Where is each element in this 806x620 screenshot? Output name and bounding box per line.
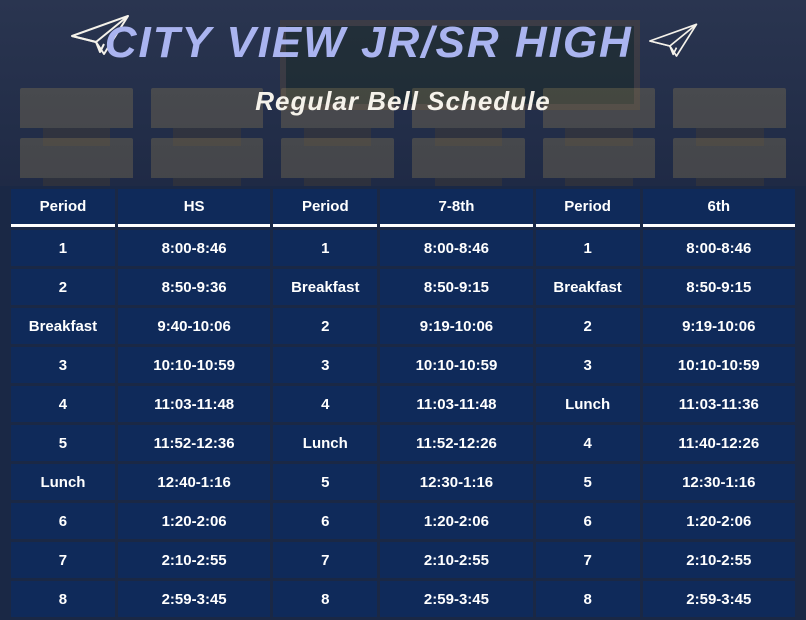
cell: 3 (11, 347, 115, 383)
col-header: Period (11, 189, 115, 227)
table-row: 5 11:52-12:36 Lunch 11:52-12:26 4 11:40-… (11, 425, 795, 461)
cell: 8:00-8:46 (380, 230, 532, 266)
cell: 10:10-10:59 (380, 347, 532, 383)
table-row: 6 1:20-2:06 6 1:20-2:06 6 1:20-2:06 (11, 503, 795, 539)
cell: 5 (11, 425, 115, 461)
cell: 6 (11, 503, 115, 539)
page-header: CITY VIEW JR/SR HIGH Regular Bell Schedu… (0, 0, 806, 117)
cell: 2:59-3:45 (643, 581, 795, 617)
cell: Lunch (273, 425, 377, 461)
paper-plane-icon (647, 21, 701, 66)
table-row: Breakfast 9:40-10:06 2 9:19-10:06 2 9:19… (11, 308, 795, 344)
cell: 2:59-3:45 (118, 581, 270, 617)
cell: 2:10-2:55 (643, 542, 795, 578)
cell: 6 (536, 503, 640, 539)
cell: 8:00-8:46 (118, 230, 270, 266)
cell: 12:30-1:16 (643, 464, 795, 500)
cell: 11:03-11:48 (380, 386, 532, 422)
page-subtitle: Regular Bell Schedule (0, 86, 806, 117)
cell: 12:40-1:16 (118, 464, 270, 500)
bell-schedule-table: Period HS Period 7-8th Period 6th 1 8:00… (8, 186, 798, 620)
cell: 1:20-2:06 (118, 503, 270, 539)
cell: 2:10-2:55 (380, 542, 532, 578)
cell: 11:52-12:36 (118, 425, 270, 461)
cell: 4 (273, 386, 377, 422)
cell: 8:50-9:36 (118, 269, 270, 305)
cell: 5 (273, 464, 377, 500)
cell: 9:19-10:06 (643, 308, 795, 344)
col-header: HS (118, 189, 270, 227)
table-row: 8 2:59-3:45 8 2:59-3:45 8 2:59-3:45 (11, 581, 795, 617)
cell: 7 (273, 542, 377, 578)
cell: 10:10-10:59 (643, 347, 795, 383)
cell: 6 (273, 503, 377, 539)
cell: 2 (536, 308, 640, 344)
cell: Breakfast (273, 269, 377, 305)
cell: 4 (11, 386, 115, 422)
table-body: 1 8:00-8:46 1 8:00-8:46 1 8:00-8:46 2 8:… (11, 230, 795, 617)
cell: 11:03-11:48 (118, 386, 270, 422)
cell: 3 (273, 347, 377, 383)
cell: 2:10-2:55 (118, 542, 270, 578)
cell: 10:10-10:59 (118, 347, 270, 383)
cell: Breakfast (11, 308, 115, 344)
col-header: 7-8th (380, 189, 532, 227)
table-row: 4 11:03-11:48 4 11:03-11:48 Lunch 11:03-… (11, 386, 795, 422)
cell: 8 (536, 581, 640, 617)
page-title: CITY VIEW JR/SR HIGH (105, 18, 633, 68)
cell: 5 (536, 464, 640, 500)
cell: 9:19-10:06 (380, 308, 532, 344)
cell: 3 (536, 347, 640, 383)
cell: 11:40-12:26 (643, 425, 795, 461)
table-row: Lunch 12:40-1:16 5 12:30-1:16 5 12:30-1:… (11, 464, 795, 500)
cell: 8 (11, 581, 115, 617)
cell: 1 (536, 230, 640, 266)
table-row: 1 8:00-8:46 1 8:00-8:46 1 8:00-8:46 (11, 230, 795, 266)
table-header-row: Period HS Period 7-8th Period 6th (11, 189, 795, 227)
cell: 1:20-2:06 (380, 503, 532, 539)
cell: 12:30-1:16 (380, 464, 532, 500)
cell: 7 (536, 542, 640, 578)
cell: 1:20-2:06 (643, 503, 795, 539)
cell: 1 (11, 230, 115, 266)
cell: 2:59-3:45 (380, 581, 532, 617)
cell: Breakfast (536, 269, 640, 305)
table-row: 3 10:10-10:59 3 10:10-10:59 3 10:10-10:5… (11, 347, 795, 383)
cell: 8 (273, 581, 377, 617)
cell: 8:00-8:46 (643, 230, 795, 266)
cell: 8:50-9:15 (380, 269, 532, 305)
cell: Lunch (11, 464, 115, 500)
cell: 2 (273, 308, 377, 344)
cell: 11:52-12:26 (380, 425, 532, 461)
cell: 4 (536, 425, 640, 461)
cell: 9:40-10:06 (118, 308, 270, 344)
col-header: Period (536, 189, 640, 227)
cell: 2 (11, 269, 115, 305)
table-row: 2 8:50-9:36 Breakfast 8:50-9:15 Breakfas… (11, 269, 795, 305)
cell: 1 (273, 230, 377, 266)
cell: Lunch (536, 386, 640, 422)
col-header: 6th (643, 189, 795, 227)
table-row: 7 2:10-2:55 7 2:10-2:55 7 2:10-2:55 (11, 542, 795, 578)
col-header: Period (273, 189, 377, 227)
cell: 11:03-11:36 (643, 386, 795, 422)
cell: 7 (11, 542, 115, 578)
desk-row-decor (0, 138, 806, 178)
cell: 8:50-9:15 (643, 269, 795, 305)
